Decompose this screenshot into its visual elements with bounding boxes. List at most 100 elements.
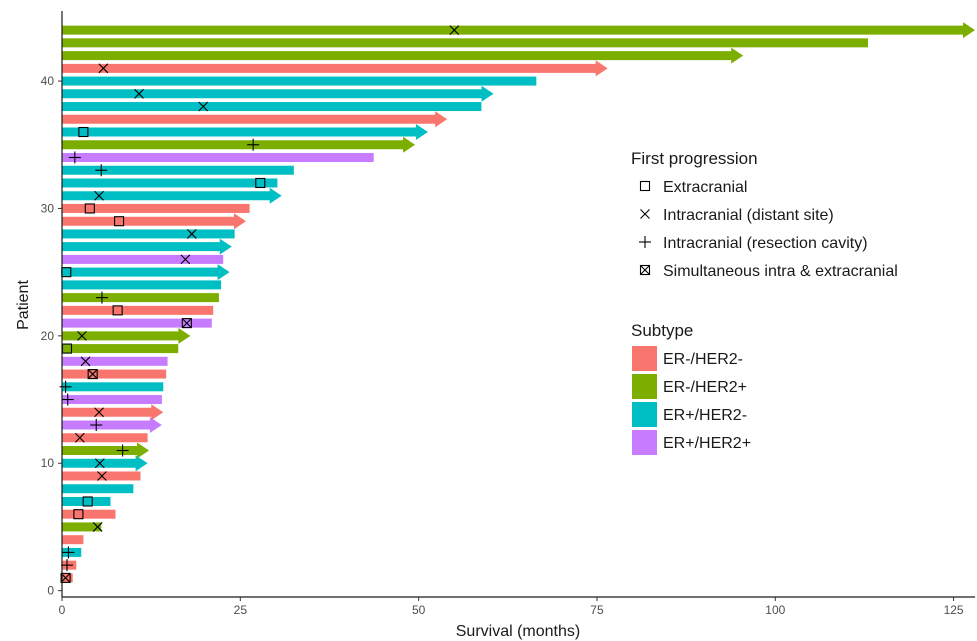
bar-arrow-patient-41 — [62, 60, 608, 77]
legend-label-square: Extracranial — [663, 179, 747, 196]
bar-arrow-patient-35 — [62, 136, 416, 153]
bar-patient-7 — [62, 496, 111, 506]
marker-patient-9-stroke-b — [97, 471, 107, 481]
legend-swatch-0 — [632, 346, 657, 371]
marker-patient-41 — [98, 63, 109, 74]
marker-patient-22 — [112, 305, 123, 316]
x-tick-label-25: 25 — [234, 603, 248, 617]
bar-patient-43 — [62, 38, 869, 48]
x-tick-label-0: 0 — [59, 603, 66, 617]
marker-patient-20-stroke-b — [77, 330, 87, 341]
legend-label-square-x: Simultaneous intra & extracranial — [663, 263, 898, 280]
legend-symbol-square-x-stroke-b — [640, 265, 650, 275]
marker-patient-32-square — [255, 177, 266, 189]
x-tick-label-75: 75 — [590, 603, 604, 617]
marker-patient-39 — [134, 88, 144, 99]
marker-patient-15 — [61, 393, 74, 406]
marker-patient-21-stroke-b — [181, 318, 192, 328]
marker-patient-13 — [90, 419, 103, 432]
marker-patient-2 — [60, 559, 73, 572]
marker-patient-21-square — [181, 318, 192, 329]
marker-patient-5 — [92, 522, 103, 532]
marker-patient-17-stroke-b — [87, 369, 98, 379]
marker-patient-32 — [255, 177, 266, 189]
y-tick-label-0: 0 — [47, 584, 54, 598]
x-axis-title: Survival (months) — [456, 623, 580, 640]
progression-markers — [59, 25, 460, 583]
y-tick-label-30: 30 — [41, 201, 55, 215]
legend-subtype-label-3: ER+/HER2+ — [663, 435, 751, 452]
bar-patient-28 — [62, 229, 235, 239]
marker-patient-31 — [94, 190, 104, 201]
marker-patient-7 — [82, 496, 93, 507]
marker-patient-7-square — [82, 496, 93, 507]
legend-label-x: Intracranial (distant site) — [663, 207, 834, 224]
marker-patient-29 — [114, 216, 125, 227]
legend-subtype-label-1: ER-/HER2+ — [663, 379, 747, 396]
marker-patient-34 — [68, 151, 81, 164]
marker-patient-22-square — [112, 305, 123, 316]
bar-arrow-patient-25 — [62, 264, 230, 281]
legend-symbol-square-square — [639, 180, 651, 192]
legend-swatch-2 — [632, 402, 657, 427]
marker-patient-28-stroke-b — [186, 229, 197, 239]
marker-patient-36-square — [78, 126, 89, 138]
y-tick-label-40: 40 — [41, 74, 55, 88]
marker-patient-6-square — [73, 509, 84, 520]
bar-arrow-patient-11 — [62, 442, 150, 459]
marker-patient-33 — [95, 164, 108, 177]
bar-patient-34 — [62, 153, 374, 162]
bar-arrow-patient-14 — [62, 404, 164, 421]
marker-patient-12-stroke-b — [74, 432, 85, 443]
patient-bars — [62, 22, 975, 583]
marker-patient-17-square — [87, 369, 98, 380]
marker-patient-38 — [198, 101, 209, 112]
bar-patient-17 — [62, 369, 167, 379]
subtype-legend-title: Subtype — [631, 321, 693, 340]
marker-patient-18-stroke-b — [80, 356, 91, 367]
marker-patient-44 — [449, 25, 460, 35]
bar-patient-18 — [62, 356, 168, 366]
legend-swatch-3 — [632, 430, 657, 455]
legend-swatch-1 — [632, 374, 657, 399]
bar-arrow-patient-31 — [62, 187, 282, 204]
bar-patient-12 — [62, 433, 148, 443]
bar-arrow-patient-20 — [62, 327, 191, 344]
legend-symbol-square-x — [639, 264, 651, 276]
marker-patient-28 — [186, 229, 197, 239]
marker-patient-30-square — [84, 203, 95, 214]
marker-patient-20 — [77, 330, 87, 341]
marker-patient-5-stroke-b — [92, 522, 103, 532]
marker-patient-26 — [180, 254, 191, 265]
subtype-legend: Subtype ER-/HER2- ER-/HER2+ ER+/HER2- ER+/H… — [631, 321, 751, 455]
x-tick-label-125: 125 — [944, 603, 964, 617]
marker-patient-9 — [97, 471, 107, 481]
bar-arrow-patient-27 — [62, 238, 232, 255]
marker-patient-6 — [73, 509, 84, 520]
bar-patient-33 — [62, 165, 294, 175]
bar-patient-40 — [62, 76, 537, 86]
marker-patient-30 — [84, 203, 95, 214]
bar-patient-8 — [62, 484, 134, 494]
bar-arrow-patient-39 — [62, 85, 494, 102]
bar-patient-4 — [62, 535, 84, 545]
bar-patient-30 — [62, 203, 250, 213]
legend-symbol-plus — [639, 236, 651, 248]
marker-patient-17 — [87, 369, 98, 380]
marker-patient-11 — [116, 444, 129, 457]
bar-patient-32 — [62, 178, 278, 188]
legend-subtype-label-2: ER+/HER2- — [663, 407, 747, 424]
y-tick-label-10: 10 — [41, 456, 55, 470]
marker-patient-36 — [78, 126, 89, 138]
marker-patient-12 — [74, 432, 85, 443]
x-tick-label-100: 100 — [765, 603, 785, 617]
marker-patient-29-square — [114, 216, 125, 227]
legend-subtype-label-0: ER-/HER2- — [663, 351, 743, 368]
bar-patient-22 — [62, 305, 214, 315]
marker-patient-10 — [94, 458, 105, 469]
bar-patient-26 — [62, 254, 224, 264]
marker-patient-41-stroke-b — [98, 63, 109, 74]
legend-symbol-square — [639, 180, 651, 192]
marker-patient-31-stroke-b — [94, 190, 104, 201]
